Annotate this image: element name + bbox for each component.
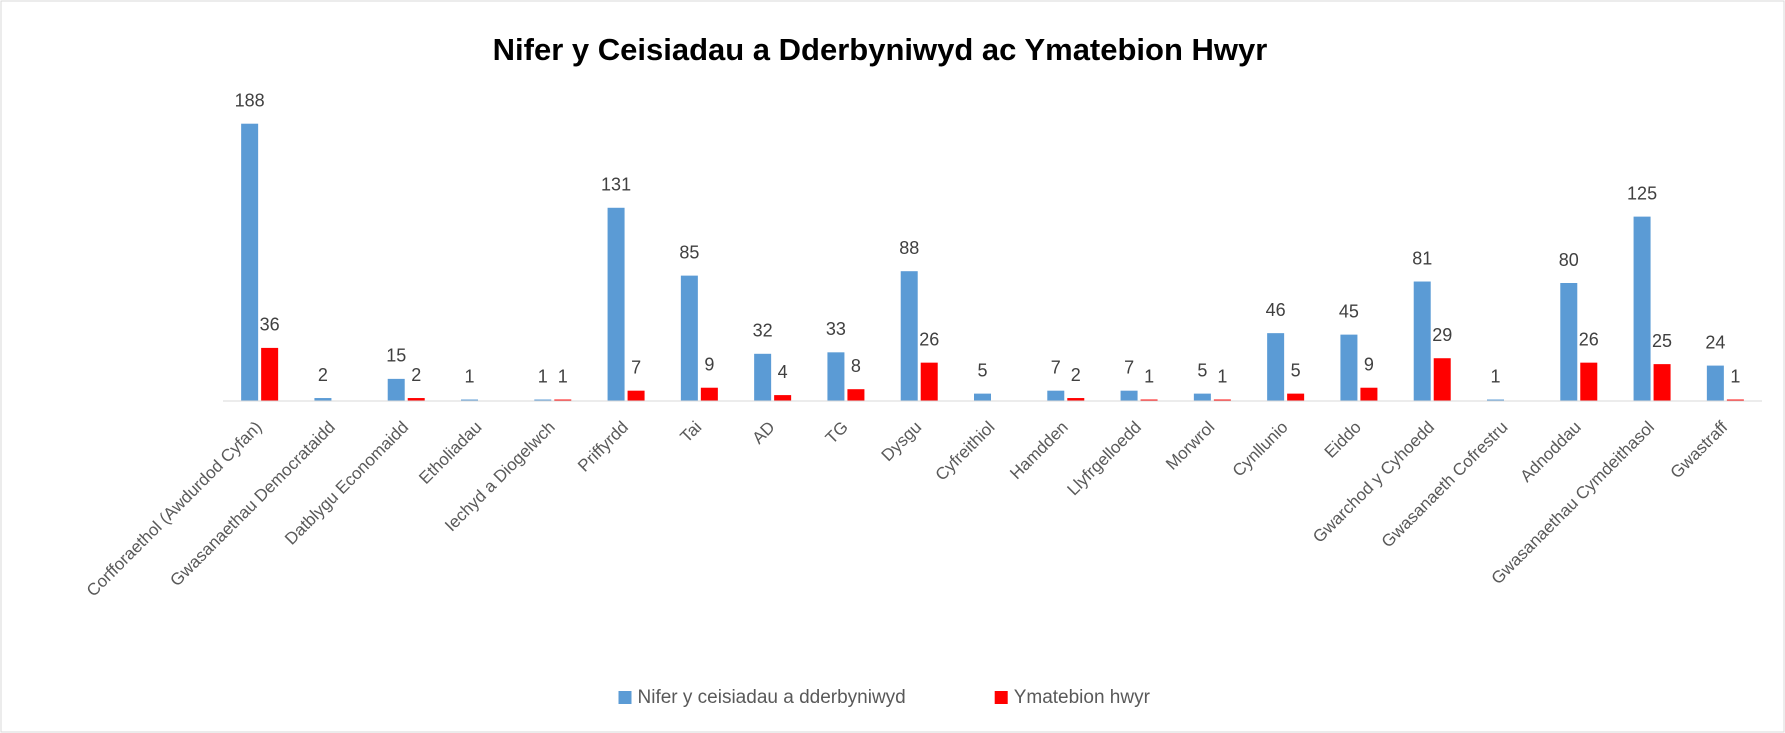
data-label: 8 xyxy=(851,356,861,376)
bar xyxy=(1067,398,1085,401)
data-label: 36 xyxy=(260,315,280,335)
bar xyxy=(627,390,645,401)
data-label: 29 xyxy=(1432,325,1452,345)
legend-swatch xyxy=(994,691,1008,704)
bar xyxy=(920,362,938,401)
bar xyxy=(241,123,259,401)
data-label: 2 xyxy=(1071,365,1081,385)
data-label: 1 xyxy=(1144,366,1154,386)
data-label: 45 xyxy=(1339,301,1359,321)
data-label: 26 xyxy=(1579,329,1599,349)
bar xyxy=(1706,365,1724,401)
data-label: 1 xyxy=(558,366,568,386)
data-label: 9 xyxy=(1364,354,1374,374)
bar xyxy=(1560,283,1578,401)
bar xyxy=(1413,281,1431,401)
bar xyxy=(1580,362,1598,401)
data-label: 32 xyxy=(753,321,773,341)
chart-title: Nifer y Ceisiadau a Dderbyniwyd ac Ymate… xyxy=(493,32,1268,67)
bar xyxy=(900,271,918,401)
data-label: 15 xyxy=(386,346,406,366)
bar xyxy=(607,207,625,401)
bar xyxy=(1433,358,1451,401)
bar xyxy=(1267,333,1285,401)
bar xyxy=(1633,216,1651,401)
data-label: 7 xyxy=(1051,357,1061,377)
bar xyxy=(974,393,991,401)
bar xyxy=(1653,364,1671,401)
data-label: 33 xyxy=(826,319,846,339)
bar xyxy=(754,353,772,401)
data-label: 1 xyxy=(538,366,548,386)
bar xyxy=(1340,334,1358,401)
bar xyxy=(461,399,478,401)
legend-label: Nifer y ceisiadau a dderbyniwyd xyxy=(638,687,906,708)
data-label: 24 xyxy=(1705,332,1725,352)
bar xyxy=(1120,390,1138,401)
bar xyxy=(1047,390,1065,401)
data-label: 2 xyxy=(318,365,328,385)
bar xyxy=(680,275,698,401)
data-label: 81 xyxy=(1412,248,1432,268)
data-label: 80 xyxy=(1559,250,1579,270)
bar xyxy=(407,398,425,401)
bar xyxy=(1487,399,1504,401)
bar xyxy=(1726,399,1744,401)
data-label: 1 xyxy=(1217,366,1227,386)
data-label: 25 xyxy=(1652,331,1672,351)
data-label: 5 xyxy=(1197,360,1207,380)
bar xyxy=(827,352,845,401)
bar xyxy=(314,398,332,401)
legend-swatch xyxy=(618,691,632,704)
data-label: 125 xyxy=(1627,183,1657,203)
bar xyxy=(1193,393,1211,401)
data-label: 46 xyxy=(1266,300,1286,320)
data-label: 7 xyxy=(631,357,641,377)
bar xyxy=(261,347,279,401)
bar xyxy=(1360,387,1378,401)
data-label: 26 xyxy=(919,329,939,349)
data-label: 188 xyxy=(235,90,265,110)
data-label: 9 xyxy=(704,354,714,374)
data-label: 131 xyxy=(601,175,631,195)
data-label: 88 xyxy=(899,238,919,258)
bar xyxy=(387,378,405,401)
legend-label: Ymatebion hwyr xyxy=(1014,687,1151,708)
bar xyxy=(1140,399,1158,401)
data-label: 7 xyxy=(1124,357,1134,377)
bar xyxy=(847,389,865,401)
data-label: 4 xyxy=(778,362,788,382)
bar xyxy=(554,399,572,401)
data-label: 5 xyxy=(1291,360,1301,380)
data-label: 1 xyxy=(464,366,474,386)
data-label: 5 xyxy=(977,360,987,380)
bar xyxy=(534,399,552,401)
data-label: 1 xyxy=(1490,366,1500,386)
bar xyxy=(774,395,792,401)
data-label: 2 xyxy=(411,365,421,385)
data-label: 1 xyxy=(1730,366,1740,386)
bar xyxy=(1213,399,1231,401)
bar xyxy=(1287,393,1305,401)
data-label: 85 xyxy=(679,242,699,262)
bar xyxy=(700,387,718,401)
